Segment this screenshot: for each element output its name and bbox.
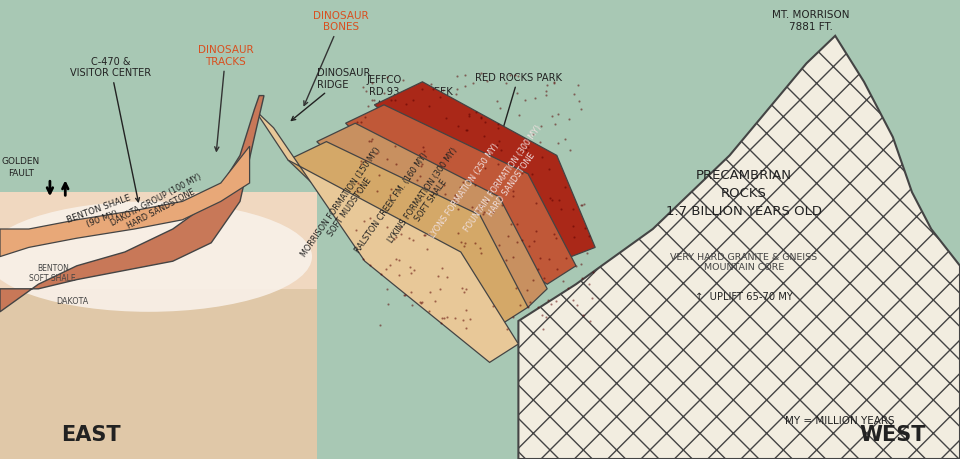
Text: MT. MORRISON
7881 FT.: MT. MORRISON 7881 FT. xyxy=(773,10,850,32)
Polygon shape xyxy=(0,193,317,459)
Polygon shape xyxy=(0,96,264,312)
Text: LYONS FORMATION (250 MY): LYONS FORMATION (250 MY) xyxy=(428,142,501,239)
Text: CREEK: CREEK xyxy=(399,86,453,207)
Text: MORRISON FORMATION (150 MY)
SOFT MUDSTONE: MORRISON FORMATION (150 MY) SOFT MUDSTON… xyxy=(300,145,392,263)
Text: RED ROCKS PARK: RED ROCKS PARK xyxy=(475,73,562,170)
Polygon shape xyxy=(518,37,960,459)
Text: GOLDEN
FAULT: GOLDEN FAULT xyxy=(2,157,40,178)
Polygon shape xyxy=(288,142,528,326)
Text: JEFFCO
RD 93: JEFFCO RD 93 xyxy=(355,75,401,189)
Text: C-470 &
VISITOR CENTER: C-470 & VISITOR CENTER xyxy=(70,56,151,202)
Polygon shape xyxy=(374,83,595,266)
Text: DINOSAUR
TRACKS: DINOSAUR TRACKS xyxy=(198,45,253,152)
Polygon shape xyxy=(254,110,518,363)
Text: WEST: WEST xyxy=(859,424,926,444)
Text: MY = MILLION YEARS: MY = MILLION YEARS xyxy=(785,415,895,425)
Text: DINOSAUR
BONES: DINOSAUR BONES xyxy=(304,11,369,106)
Polygon shape xyxy=(346,106,576,285)
Text: LYKINS FORMATION (300 MY)
SOFT SHALE: LYKINS FORMATION (300 MY) SOFT SHALE xyxy=(387,145,468,250)
Text: FOUNTAIN FORMATION (300 MY)
HARD SANDSTONE: FOUNTAIN FORMATION (300 MY) HARD SANDSTO… xyxy=(462,123,552,239)
Text: BENTON SHALE
(90 MY): BENTON SHALE (90 MY) xyxy=(66,193,135,234)
Polygon shape xyxy=(0,147,250,257)
Text: DAKOTA GROUP (100 MY)
HARD SANDSTONE: DAKOTA GROUP (100 MY) HARD SANDSTONE xyxy=(109,172,207,236)
Polygon shape xyxy=(317,124,547,308)
Text: DINOSAUR
RIDGE: DINOSAUR RIDGE xyxy=(291,68,371,121)
Ellipse shape xyxy=(0,202,312,312)
Text: VERY HARD GRANITE & GNEISS
MOUNTAIN CORE: VERY HARD GRANITE & GNEISS MOUNTAIN CORE xyxy=(670,252,818,271)
Text: RALSTON CREEK FM. (160 MY): RALSTON CREEK FM. (160 MY) xyxy=(353,151,430,254)
Polygon shape xyxy=(0,289,317,459)
Text: ↑  UPLIFT 65-70 MY: ↑ UPLIFT 65-70 MY xyxy=(695,291,793,301)
Text: DAKOTA: DAKOTA xyxy=(56,296,88,305)
Text: PRECAMBRIAN
ROCKS
1.7 BILLION YEARS OLD: PRECAMBRIAN ROCKS 1.7 BILLION YEARS OLD xyxy=(666,168,822,217)
Text: BENTON
SOFT SHALE: BENTON SOFT SHALE xyxy=(30,263,76,283)
Polygon shape xyxy=(403,174,547,285)
Text: EAST: EAST xyxy=(61,424,121,444)
